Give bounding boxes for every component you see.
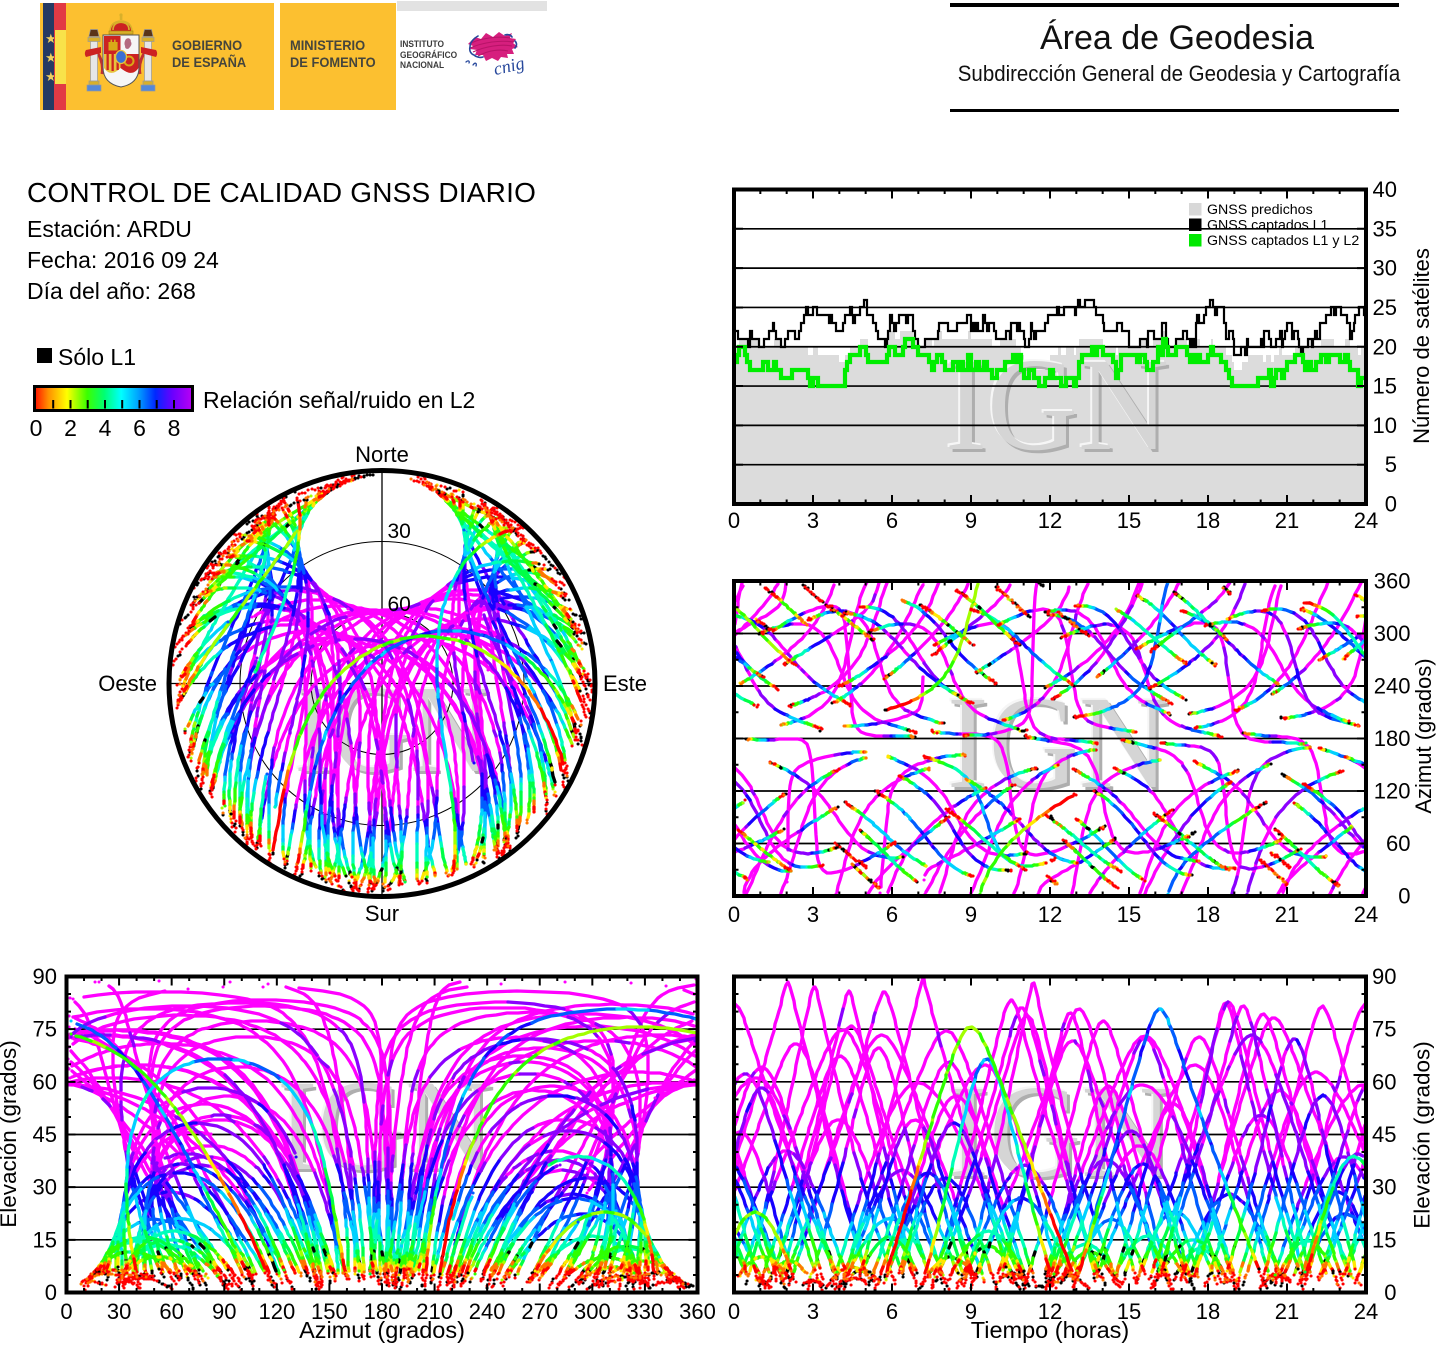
svg-text:24: 24 xyxy=(1354,1299,1378,1324)
svg-text:18: 18 xyxy=(1196,1299,1220,1324)
svg-text:6: 6 xyxy=(886,508,898,533)
svg-text:0: 0 xyxy=(1398,884,1410,909)
svg-text:12: 12 xyxy=(1038,902,1062,927)
svg-text:6: 6 xyxy=(886,1299,898,1324)
svg-text:20: 20 xyxy=(1373,334,1397,359)
svg-text:90: 90 xyxy=(33,964,57,989)
svg-text:0: 0 xyxy=(1384,1280,1396,1305)
svg-text:240: 240 xyxy=(469,1299,506,1324)
svg-text:60: 60 xyxy=(388,593,411,616)
svg-text:18: 18 xyxy=(1196,902,1220,927)
svg-text:15: 15 xyxy=(1372,1227,1396,1252)
svg-text:24: 24 xyxy=(1354,902,1378,927)
svg-text:0: 0 xyxy=(728,508,740,533)
svg-text:GNSS captados L1: GNSS captados L1 xyxy=(1207,218,1329,234)
svg-text:IGN: IGN xyxy=(943,328,1167,476)
svg-text:360: 360 xyxy=(679,1299,716,1324)
svg-text:21: 21 xyxy=(1275,508,1299,533)
svg-text:IGN: IGN xyxy=(945,330,1169,478)
svg-text:GNSS captados L1 y L2: GNSS captados L1 y L2 xyxy=(1207,233,1359,249)
svg-text:300: 300 xyxy=(574,1299,611,1324)
svg-text:25: 25 xyxy=(1373,295,1397,320)
svg-text:270: 270 xyxy=(521,1299,558,1324)
svg-text:Este: Este xyxy=(603,671,647,696)
svg-text:120: 120 xyxy=(258,1299,295,1324)
svg-text:15: 15 xyxy=(1117,508,1141,533)
svg-text:300: 300 xyxy=(1374,621,1411,646)
svg-text:360: 360 xyxy=(1374,569,1411,594)
svg-text:90: 90 xyxy=(1372,964,1396,989)
svg-text:35: 35 xyxy=(1373,216,1397,241)
svg-text:IGN: IGN xyxy=(948,333,1172,481)
svg-text:6: 6 xyxy=(886,902,898,927)
svg-text:Norte: Norte xyxy=(355,442,409,467)
svg-text:90: 90 xyxy=(212,1299,236,1324)
svg-text:30: 30 xyxy=(388,520,411,543)
svg-text:3: 3 xyxy=(807,1299,819,1324)
svg-text:12: 12 xyxy=(1038,508,1062,533)
svg-text:30: 30 xyxy=(33,1175,57,1200)
svg-text:15: 15 xyxy=(1117,902,1141,927)
svg-text:45: 45 xyxy=(33,1122,57,1147)
svg-text:9: 9 xyxy=(965,508,977,533)
svg-text:0: 0 xyxy=(1385,492,1397,517)
svg-text:15: 15 xyxy=(1373,374,1397,399)
svg-text:3: 3 xyxy=(807,902,819,927)
svg-text:Sur: Sur xyxy=(365,901,399,926)
svg-text:60: 60 xyxy=(159,1299,183,1324)
svg-text:0: 0 xyxy=(45,1280,57,1305)
svg-text:40: 40 xyxy=(1373,177,1397,202)
svg-text:24: 24 xyxy=(1354,508,1378,533)
svg-text:60: 60 xyxy=(1386,831,1410,856)
svg-text:75: 75 xyxy=(33,1017,57,1042)
svg-text:Elevación (grados): Elevación (grados) xyxy=(0,1040,21,1228)
svg-text:75: 75 xyxy=(1372,1017,1396,1042)
svg-text:9: 9 xyxy=(965,1299,977,1324)
svg-text:Tiempo (horas): Tiempo (horas) xyxy=(971,1317,1129,1343)
svg-text:180: 180 xyxy=(1374,726,1411,751)
svg-text:0: 0 xyxy=(728,1299,740,1324)
svg-text:12: 12 xyxy=(1038,1299,1062,1324)
svg-text:330: 330 xyxy=(627,1299,664,1324)
svg-text:Azimut (grados): Azimut (grados) xyxy=(299,1317,465,1343)
svg-text:15: 15 xyxy=(1117,1299,1141,1324)
svg-text:150: 150 xyxy=(311,1299,348,1324)
svg-text:Elevación (grados): Elevación (grados) xyxy=(1410,1041,1435,1229)
svg-text:120: 120 xyxy=(1374,779,1411,804)
svg-text:Azimut (grados): Azimut (grados) xyxy=(1411,658,1436,813)
svg-text:21: 21 xyxy=(1275,902,1299,927)
svg-text:15: 15 xyxy=(33,1227,57,1252)
svg-text:Oeste: Oeste xyxy=(98,671,157,696)
svg-text:30: 30 xyxy=(1373,256,1397,281)
svg-text:0: 0 xyxy=(60,1299,72,1324)
svg-text:180: 180 xyxy=(364,1299,401,1324)
svg-text:21: 21 xyxy=(1275,1299,1299,1324)
svg-text:18: 18 xyxy=(1196,508,1220,533)
svg-text:0: 0 xyxy=(728,902,740,927)
svg-text:30: 30 xyxy=(107,1299,131,1324)
svg-text:30: 30 xyxy=(1372,1175,1396,1200)
svg-text:60: 60 xyxy=(33,1069,57,1094)
svg-text:240: 240 xyxy=(1374,674,1411,699)
svg-text:GNSS predichos: GNSS predichos xyxy=(1207,202,1313,218)
svg-text:9: 9 xyxy=(965,902,977,927)
svg-text:Número de satélites: Número de satélites xyxy=(1409,248,1434,444)
svg-text:45: 45 xyxy=(1372,1122,1396,1147)
svg-text:210: 210 xyxy=(416,1299,453,1324)
svg-text:60: 60 xyxy=(1372,1069,1396,1094)
svg-text:10: 10 xyxy=(1373,413,1397,438)
svg-text:5: 5 xyxy=(1385,452,1397,477)
svg-text:3: 3 xyxy=(807,508,819,533)
